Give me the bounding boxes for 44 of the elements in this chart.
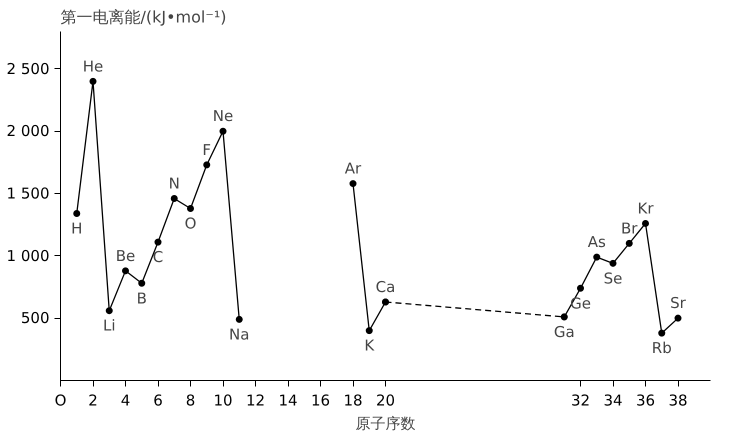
annotation: F [202,140,212,159]
annotation: As [588,233,606,252]
annotation: Ge [570,294,591,312]
x-tick-label: 14 [278,392,298,410]
annotation: C [152,248,164,266]
y-axis-title: 第一电离能/(kJ•mol⁻¹) [60,8,226,26]
annotation: Kr [638,199,654,218]
annotation: Li [102,316,116,335]
x-tick-label: 20 [376,392,396,410]
x-tick-label: 2 [88,392,98,410]
annotation: Br [621,219,638,238]
x-tick-label: 36 [636,392,656,410]
annotation: N [168,174,180,193]
x-tick-label: 34 [603,392,623,410]
annotation: Se [604,269,622,288]
x-tick-label: O [54,392,66,410]
annotation: H [71,219,82,238]
annotation: B [136,289,147,308]
annotation: He [82,57,104,76]
annotation: Ga [554,322,575,341]
y-tick-label: 2 500 [6,60,50,78]
x-axis-title: 原子序数 [356,414,416,432]
annotation: Ne [212,107,234,126]
x-tick-label: 38 [668,392,688,410]
x-tick-label: 18 [343,392,363,410]
y-tick-label: 500 [20,309,50,328]
annotation: Ca [376,278,396,296]
annotation: Na [229,325,250,344]
x-tick-label: 4 [120,392,130,410]
x-tick-label: 8 [186,392,196,410]
x-tick-label: 10 [213,392,233,410]
x-tick-label: 32 [570,392,590,410]
annotation: Be [116,246,136,265]
annotation: K [364,336,376,355]
annotation: Rb [652,339,672,358]
annotation: Sr [670,294,687,312]
x-tick-label: 16 [310,392,330,410]
annotation: O [184,214,196,232]
y-tick-label: 1 500 [6,184,50,203]
y-tick-label: 2 000 [6,122,50,140]
annotation: Ar [344,160,362,178]
x-tick-label: 12 [246,392,266,410]
x-tick-label: 6 [153,392,163,410]
y-tick-label: 1 000 [6,246,50,265]
